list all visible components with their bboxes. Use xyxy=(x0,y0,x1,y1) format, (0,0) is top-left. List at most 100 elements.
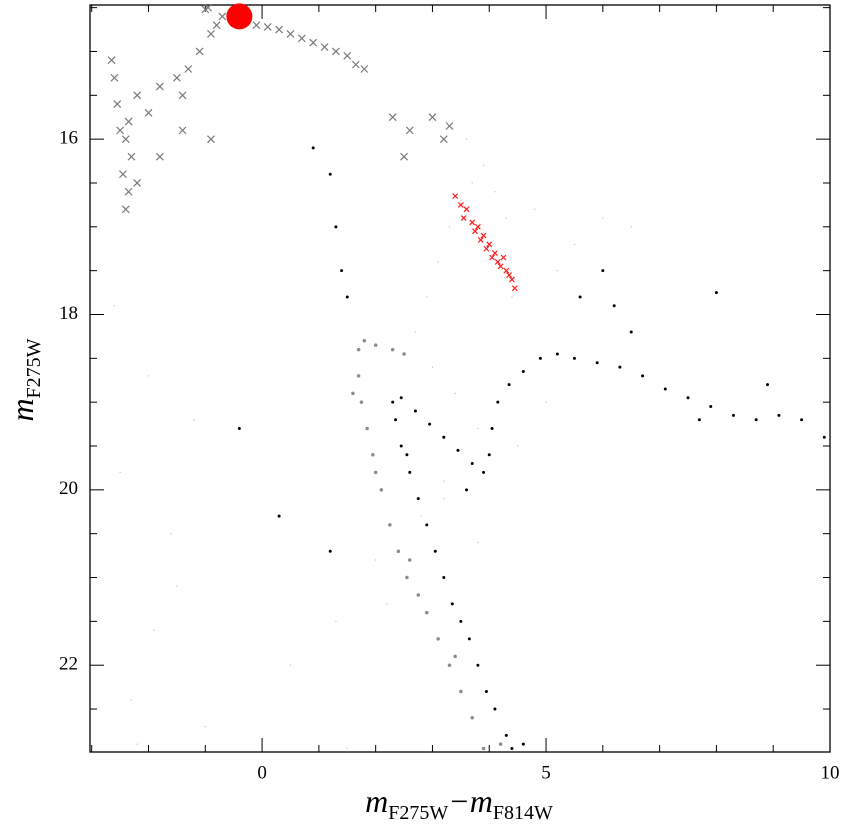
star-cross xyxy=(343,51,352,60)
star-cross xyxy=(116,126,125,135)
star-point xyxy=(629,330,633,334)
star-point xyxy=(448,226,451,228)
star-point xyxy=(399,396,403,400)
star-point xyxy=(442,576,446,580)
y-tick-label: 20 xyxy=(59,478,78,499)
y-label-part: F275W xyxy=(23,338,45,398)
star-cross xyxy=(472,228,478,235)
star-point xyxy=(334,225,338,229)
star-cross xyxy=(133,179,142,187)
star-cross xyxy=(201,5,210,14)
star-point xyxy=(204,725,206,728)
star-cross xyxy=(503,267,510,274)
star-cross xyxy=(133,91,142,100)
star-cross xyxy=(121,135,130,144)
star-point xyxy=(414,331,417,333)
star-point xyxy=(277,514,281,518)
star-point xyxy=(482,470,486,474)
x-label-part: F814W xyxy=(493,802,553,824)
star-point xyxy=(375,559,377,561)
star-cross xyxy=(184,65,193,73)
star-cross xyxy=(309,38,318,47)
star-cross xyxy=(497,263,504,270)
star-point xyxy=(356,374,361,378)
star-cross xyxy=(331,47,340,56)
star-point xyxy=(601,269,605,273)
star-cross xyxy=(155,82,164,91)
star-point xyxy=(484,690,488,694)
star-point xyxy=(766,383,770,387)
star-point xyxy=(113,305,116,307)
star-cross xyxy=(469,219,476,226)
star-point xyxy=(456,448,460,452)
star-cross xyxy=(144,108,153,117)
star-point xyxy=(425,523,429,527)
star-cross xyxy=(124,187,133,196)
star-point xyxy=(433,549,437,553)
star-point xyxy=(416,497,420,501)
star-point xyxy=(153,629,155,631)
star-cross xyxy=(107,56,116,65)
star-point xyxy=(595,361,599,365)
star-point xyxy=(630,226,632,228)
y-tick-label: 18 xyxy=(59,303,78,324)
star-point xyxy=(405,575,409,580)
star-point xyxy=(373,470,378,475)
x-tick-label: 10 xyxy=(821,762,840,783)
highlight-star xyxy=(226,3,253,30)
star-cross xyxy=(492,250,498,257)
star-point xyxy=(391,400,395,404)
star-point xyxy=(365,426,369,431)
star-cross xyxy=(483,245,490,252)
x-label-part: m xyxy=(365,783,388,819)
star-cross xyxy=(212,21,221,30)
star-cross xyxy=(110,73,119,82)
star-cross xyxy=(124,117,133,126)
star-cross xyxy=(320,43,329,52)
star-cross xyxy=(286,30,295,38)
star-point xyxy=(471,182,473,184)
star-cross xyxy=(178,91,187,100)
star-cross xyxy=(360,65,369,73)
star-cross xyxy=(275,25,284,34)
star-cross xyxy=(195,47,204,56)
star-point xyxy=(686,396,690,400)
star-point xyxy=(407,558,412,562)
star-point xyxy=(521,369,525,373)
star-point xyxy=(663,387,667,391)
star-point xyxy=(130,699,133,701)
y-tick-label: 22 xyxy=(59,654,78,675)
star-cross xyxy=(457,201,464,208)
star-cross xyxy=(486,241,493,248)
star-cross xyxy=(460,215,467,221)
star-point xyxy=(555,352,559,356)
star-point xyxy=(447,663,452,667)
star-point xyxy=(388,523,392,527)
star-point xyxy=(396,549,401,553)
star-cross xyxy=(297,34,306,43)
star-point xyxy=(390,347,395,352)
star-cross xyxy=(480,232,487,239)
x-tick-label: 5 xyxy=(541,762,551,783)
star-point xyxy=(237,426,241,430)
star-point xyxy=(516,445,519,447)
star-point xyxy=(800,418,804,422)
star-point xyxy=(477,541,479,544)
star-cross xyxy=(500,254,507,261)
star-point xyxy=(490,426,494,430)
star-point xyxy=(328,172,332,176)
star-point xyxy=(496,400,500,404)
star-point xyxy=(176,585,178,587)
star-cross xyxy=(477,237,484,243)
star-point xyxy=(572,356,576,360)
star-point xyxy=(420,515,422,517)
star-cross xyxy=(439,135,448,144)
star-point xyxy=(386,603,388,605)
star-point xyxy=(493,707,497,711)
star-cross xyxy=(263,22,272,31)
star-point xyxy=(459,689,463,694)
star-point xyxy=(136,743,138,745)
star-point xyxy=(482,164,485,167)
x-axis-label: mF275W−mF814W xyxy=(365,783,553,823)
